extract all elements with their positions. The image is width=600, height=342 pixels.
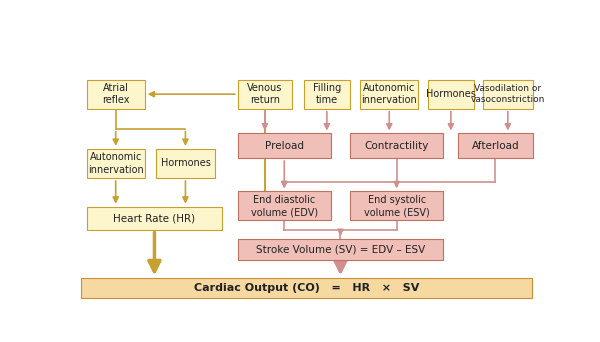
FancyBboxPatch shape xyxy=(428,80,474,109)
Text: Vasodilation or
vasoconstriction: Vasodilation or vasoconstriction xyxy=(470,84,545,104)
Text: Preload: Preload xyxy=(265,141,304,151)
Text: Hormones: Hormones xyxy=(426,89,476,99)
FancyBboxPatch shape xyxy=(304,80,350,109)
FancyBboxPatch shape xyxy=(360,80,418,109)
Text: Stroke Volume (SV) = EDV – ESV: Stroke Volume (SV) = EDV – ESV xyxy=(256,245,425,255)
Text: Cardiac Output (CO)   =   HR   ×   SV: Cardiac Output (CO) = HR × SV xyxy=(194,283,419,293)
Text: Autonomic
innervation: Autonomic innervation xyxy=(361,83,417,105)
FancyBboxPatch shape xyxy=(238,239,443,261)
FancyBboxPatch shape xyxy=(350,133,443,158)
FancyBboxPatch shape xyxy=(86,207,222,230)
FancyBboxPatch shape xyxy=(350,191,443,221)
FancyBboxPatch shape xyxy=(238,133,331,158)
FancyBboxPatch shape xyxy=(86,149,145,178)
Text: Venous
return: Venous return xyxy=(247,83,283,105)
Text: Atrial
reflex: Atrial reflex xyxy=(102,83,130,105)
Text: Contractility: Contractility xyxy=(364,141,429,151)
FancyBboxPatch shape xyxy=(157,149,215,178)
Text: Filling
time: Filling time xyxy=(313,83,341,105)
Text: Hormones: Hormones xyxy=(161,158,211,169)
FancyBboxPatch shape xyxy=(482,80,533,109)
FancyBboxPatch shape xyxy=(238,191,331,221)
FancyBboxPatch shape xyxy=(458,133,533,158)
Text: End diastolic
volume (EDV): End diastolic volume (EDV) xyxy=(251,195,318,217)
FancyBboxPatch shape xyxy=(81,278,532,298)
Text: Heart Rate (HR): Heart Rate (HR) xyxy=(113,213,196,223)
Text: End systolic
volume (ESV): End systolic volume (ESV) xyxy=(364,195,430,217)
FancyBboxPatch shape xyxy=(238,80,292,109)
FancyBboxPatch shape xyxy=(86,80,145,109)
Text: Autonomic
innervation: Autonomic innervation xyxy=(88,152,143,175)
Text: Afterload: Afterload xyxy=(472,141,519,151)
